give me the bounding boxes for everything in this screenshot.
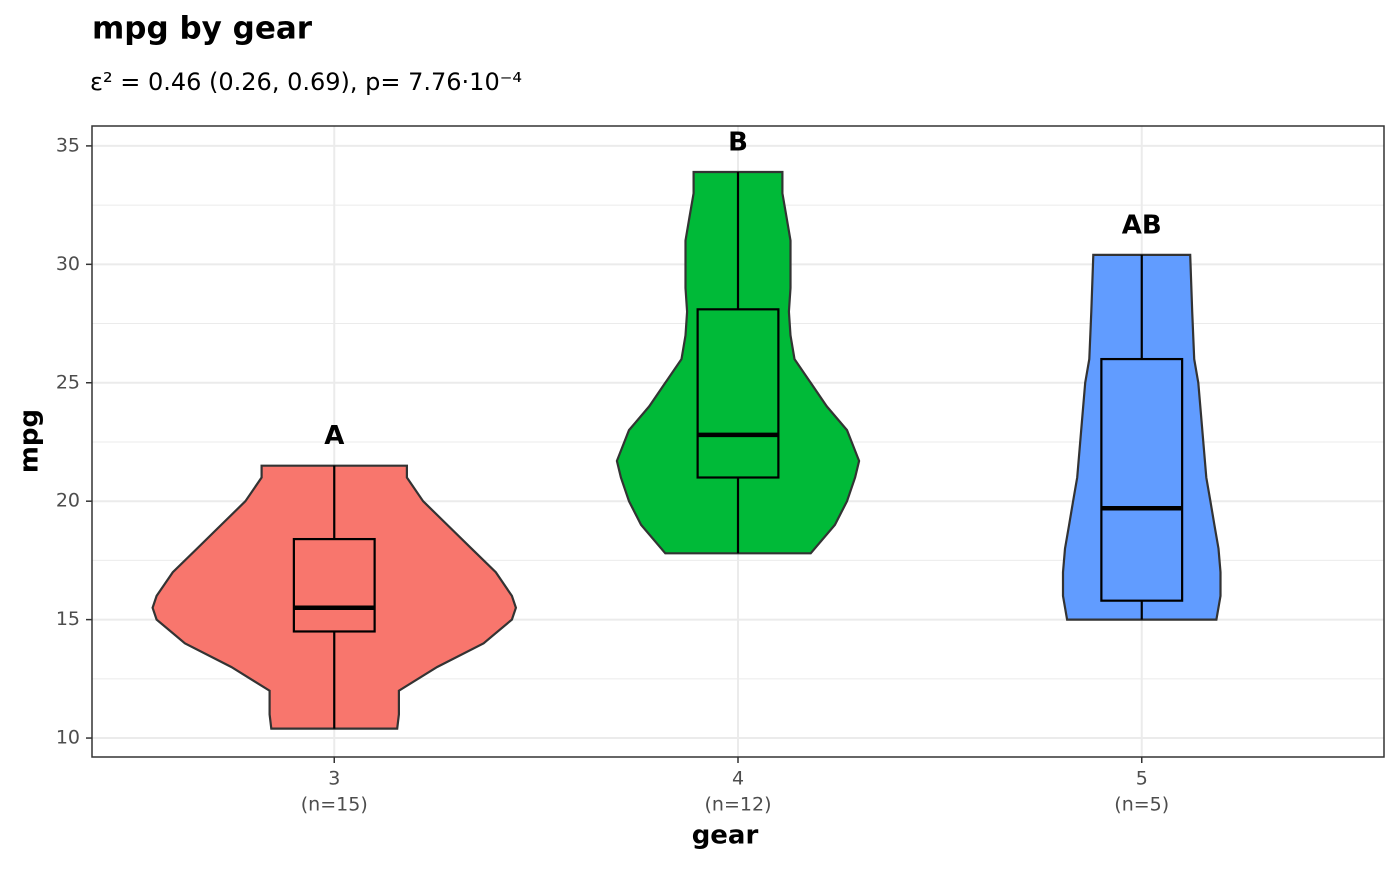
x-tick-label: 5 [1136,768,1148,790]
y-tick-label: 15 [56,608,80,630]
count-label: (n=15) [301,794,368,816]
y-tick-label: 10 [56,727,80,749]
y-tick-label: 20 [56,490,80,512]
plot-border [91,125,1385,758]
chart-title: mpg by gear [92,11,313,47]
group-letter: AB [1122,210,1162,240]
box [292,537,376,633]
x-tick-label: 3 [328,768,340,790]
y-tick-label: 30 [56,253,80,275]
box [1100,357,1184,602]
box [696,308,780,479]
chart-subtitle: ε² = 0.46 (0.26, 0.69), p= 7.76·10⁻⁴ [90,68,522,96]
count-label: (n=12) [705,794,772,816]
group-letter: A [324,421,344,451]
y-tick-label: 35 [56,134,80,156]
y-axis-title: mpg [15,409,45,473]
x-tick-label: 4 [732,768,744,790]
group-letter: B [728,127,748,157]
y-tick-label: 25 [56,371,80,393]
x-axis-title: gear [692,821,759,851]
count-label: (n=5) [1114,794,1169,816]
